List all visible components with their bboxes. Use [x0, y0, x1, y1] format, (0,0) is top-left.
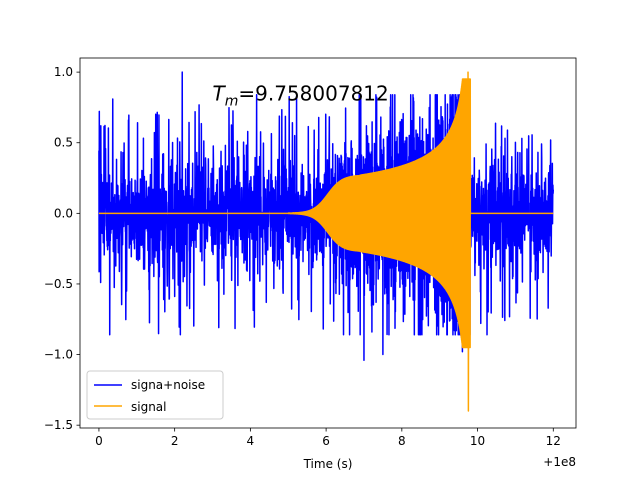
- legend-frame: [86, 370, 224, 420]
- plot-area-frame: [79, 57, 577, 429]
- y-tick-label: 1.0: [54, 65, 73, 79]
- x-axis-label: Time (s): [303, 457, 353, 471]
- y-tick-label: 0.0: [54, 206, 73, 220]
- y-tick-label: −1.5: [44, 418, 73, 432]
- y-tick-label: −1.0: [44, 348, 73, 362]
- legend: signa+noise signal: [86, 370, 224, 420]
- series-layer: [98, 71, 555, 412]
- x-tick-label: 10: [470, 434, 485, 448]
- x-axis: 0 2 4 6 8 10 12: [95, 428, 561, 448]
- legend-label-signal-noise: signa+noise: [131, 378, 205, 392]
- y-axis: −1.5 −1.0 −0.5 0.0 0.5 1.0: [44, 65, 80, 432]
- annotation-value: =9.758007812: [238, 81, 388, 105]
- x-tick-label: 0: [95, 434, 103, 448]
- x-tick-label: 8: [398, 434, 406, 448]
- x-tick-label: 12: [546, 434, 561, 448]
- series-line-signal: [98, 71, 554, 412]
- annotation-subscript: m: [225, 93, 239, 109]
- x-tick-label: 4: [247, 434, 255, 448]
- y-tick-label: −0.5: [44, 277, 73, 291]
- x-axis-offset-text: +1e8: [543, 455, 576, 469]
- merger-time-annotation: Tm=9.758007812: [213, 81, 389, 109]
- legend-label-signal: signal: [131, 400, 167, 414]
- x-tick-label: 6: [322, 434, 330, 448]
- y-tick-label: 0.5: [54, 136, 73, 150]
- annotation-symbol: T: [213, 81, 227, 105]
- x-tick-label: 2: [171, 434, 179, 448]
- series-line-signal-noise: [98, 71, 555, 361]
